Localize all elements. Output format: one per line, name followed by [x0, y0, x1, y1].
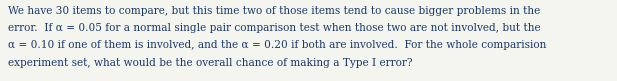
Text: α = 0.10 if one of them is involved, and the α = 0.20 if both are involved.  For: α = 0.10 if one of them is involved, and…	[8, 40, 547, 50]
Text: error.  If α = 0.05 for a normal single pair comparison test when those two are : error. If α = 0.05 for a normal single p…	[8, 23, 540, 33]
Text: We have 30 items to compare, but this time two of those items tend to cause bigg: We have 30 items to compare, but this ti…	[8, 6, 540, 16]
Text: experiment set, what would be the overall chance of making a Type I error?: experiment set, what would be the overal…	[8, 58, 413, 68]
